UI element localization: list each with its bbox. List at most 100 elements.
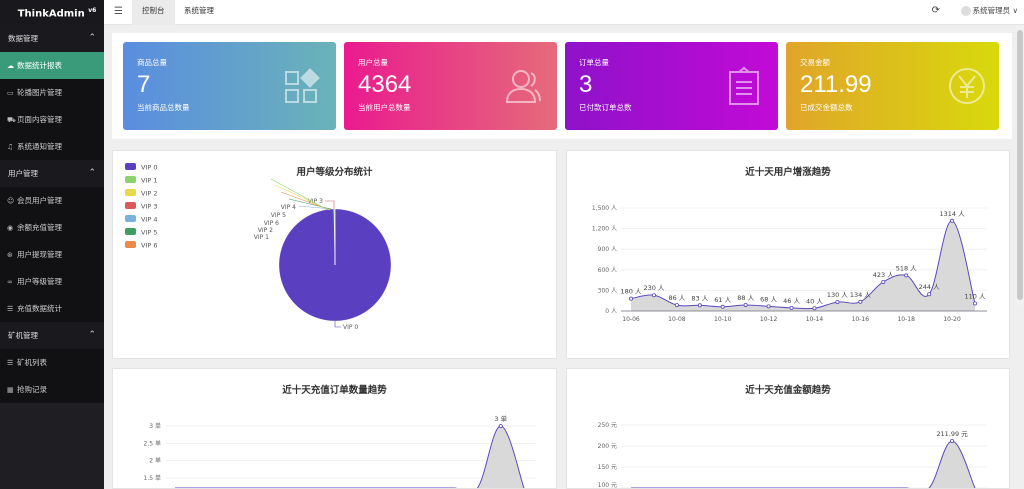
- data-label: 130 人: [827, 291, 848, 299]
- sidebar-item[interactable]: ☰ 充值数据统计: [0, 295, 104, 322]
- clipboard-icon: [726, 66, 762, 106]
- data-point[interactable]: [858, 299, 863, 304]
- card-title: 商品总量: [137, 58, 167, 67]
- hamburger-icon[interactable]: ☰: [114, 6, 123, 17]
- data-label: 230 人: [643, 284, 664, 292]
- data-label: 180 人: [621, 288, 642, 296]
- data-point[interactable]: [629, 296, 634, 301]
- data-label: 3 单: [494, 414, 507, 423]
- chart-title: 近十天用户增涨趋势: [745, 167, 831, 178]
- app-logo[interactable]: ThinkAdmin v6: [0, 0, 104, 25]
- data-point[interactable]: [697, 303, 702, 308]
- legend-item[interactable]: VIP 1: [125, 176, 158, 185]
- sidebar-group[interactable]: 数据管理 ⌃: [0, 25, 104, 52]
- sidebar-item[interactable]: ▦ 抢购记录: [0, 376, 104, 403]
- y-tick-label: 2.5 单: [144, 439, 161, 447]
- data-point[interactable]: [720, 304, 725, 309]
- slice-label: VIP 3: [308, 198, 323, 205]
- order-count-chart: 1.5 单 2 单 2.5 单 3 单 3 单: [144, 414, 536, 488]
- stat-card: 交易金额 211.99 已成交金额总数: [786, 42, 999, 130]
- data-point[interactable]: [950, 218, 955, 223]
- data-label: 244 人: [919, 283, 940, 291]
- data-point[interactable]: [881, 279, 886, 284]
- data-point[interactable]: [498, 424, 503, 429]
- legend-item[interactable]: VIP 6: [125, 241, 158, 250]
- y-tick-label: 1,500 人: [592, 205, 617, 212]
- main-content: 商品总量 7 当前商品总数量 用户总量 4364 当前用户总数量 订单总量 3 已付款订单总数 交…: [112, 33, 1012, 489]
- chevron-up-icon: ⌃: [88, 33, 96, 43]
- data-point[interactable]: [743, 302, 748, 307]
- users-icon: [505, 66, 541, 106]
- sidebar-item[interactable]: ☺ 会员用户管理: [0, 187, 104, 214]
- slice-label: VIP 2: [258, 227, 273, 234]
- data-point[interactable]: [812, 306, 817, 311]
- sidebar-item[interactable]: ☁ 数据统计报表: [0, 52, 104, 79]
- user-icon: ☺: [7, 197, 15, 205]
- data-label: 61 人: [714, 296, 731, 304]
- data-point[interactable]: [651, 293, 656, 298]
- y-tick-label: 900 人: [598, 246, 617, 253]
- label-line: [325, 200, 335, 209]
- tab-dashboard[interactable]: 控制台: [132, 0, 175, 25]
- series-group: [175, 425, 525, 488]
- legend-label: VIP 3: [141, 203, 158, 211]
- data-label: 134 人: [850, 291, 871, 299]
- legend-item[interactable]: VIP 3: [125, 202, 158, 211]
- chart-title: 用户等级分布统计: [296, 167, 373, 178]
- card-subtitle: 已成交金额总数: [800, 103, 853, 112]
- legend-item[interactable]: VIP 2: [125, 189, 158, 198]
- data-point[interactable]: [674, 303, 679, 308]
- card-subtitle: 当前商品总数量: [137, 103, 190, 112]
- data-label: 40 人: [806, 297, 823, 305]
- sidebar-item[interactable]: ∞ 用户等级管理: [0, 268, 104, 295]
- legend-item[interactable]: VIP 0: [125, 163, 158, 172]
- data-point[interactable]: [766, 304, 771, 309]
- panel-recharge-amount: 近十天充值金额趋势 100 元 150 元 200 元 250 元 211.99 元: [566, 368, 1010, 489]
- data-label: 68 人: [760, 295, 777, 303]
- x-tick-label: 10-10: [714, 316, 732, 323]
- data-point[interactable]: [835, 300, 840, 305]
- grid-icon: [284, 66, 320, 106]
- legend-swatch: [125, 163, 136, 170]
- series-line: [630, 220, 976, 310]
- user-menu[interactable]: 系统管理员 ∨: [960, 5, 1018, 16]
- sidebar-group[interactable]: 矿机管理 ⌃: [0, 322, 104, 349]
- sidebar-item[interactable]: ⛟页面内容管理: [0, 106, 104, 133]
- card-subtitle: 当前用户总数量: [358, 103, 411, 112]
- sidebar-group[interactable]: 用户管理 ⌃: [0, 160, 104, 187]
- sidebar-item[interactable]: ▭ 轮播图片管理: [0, 79, 104, 106]
- sidebar: ThinkAdmin v6 数据管理 ⌃ ☁ 数据统计报表 ▭ 轮播图片管理 ⛟页面内容管理…: [0, 0, 104, 489]
- y-tick-label: 1,200 人: [592, 226, 617, 233]
- legend-item[interactable]: VIP 4: [125, 215, 158, 224]
- card-value: 211.99: [800, 71, 872, 98]
- sidebar-item[interactable]: ◉ 余额充值管理: [0, 214, 104, 241]
- legend-label: VIP 2: [141, 190, 158, 198]
- slice-label: VIP 0: [343, 324, 358, 331]
- scrollbar[interactable]: [1016, 25, 1024, 305]
- data-point[interactable]: [950, 438, 955, 443]
- stat-cards: 商品总量 7 当前商品总数量 用户总量 4364 当前用户总数量 订单总量 3 已付款订单总数 交…: [112, 33, 1012, 139]
- sidebar-item[interactable]: ⊛ 用户提现管理: [0, 241, 104, 268]
- card-title: 订单总量: [579, 58, 609, 67]
- panel-order-count: 近十天充值订单数量趋势 1.5 单 2 单 2.5 单 3 单 3 单: [112, 368, 557, 489]
- y-tick-label: 200 元: [598, 443, 617, 450]
- data-label: 211.99 元: [936, 430, 968, 438]
- sidebar-item[interactable]: ☰ 矿机列表: [0, 349, 104, 376]
- chart-title: 近十天充值订单数量趋势: [282, 385, 387, 396]
- data-point[interactable]: [904, 273, 909, 278]
- x-tick-label: 10-18: [897, 316, 915, 323]
- x-tick-label: 10-16: [852, 316, 870, 323]
- yen-icon: [947, 66, 985, 106]
- legend-item[interactable]: VIP 5: [125, 228, 158, 237]
- tab-system-management[interactable]: 系统管理: [184, 6, 214, 15]
- sidebar-item[interactable]: ♫ 系统通知管理: [0, 133, 104, 160]
- data-label: 46 人: [783, 297, 800, 305]
- data-point[interactable]: [972, 301, 977, 306]
- x-tick-label: 10-14: [806, 316, 824, 323]
- x-tick-label: 10-12: [760, 316, 778, 323]
- data-point[interactable]: [789, 305, 794, 310]
- data-point[interactable]: [927, 292, 932, 297]
- refresh-icon[interactable]: ⟳: [931, 5, 940, 16]
- legend-swatch: [125, 228, 136, 235]
- legend-label: VIP 1: [141, 177, 158, 185]
